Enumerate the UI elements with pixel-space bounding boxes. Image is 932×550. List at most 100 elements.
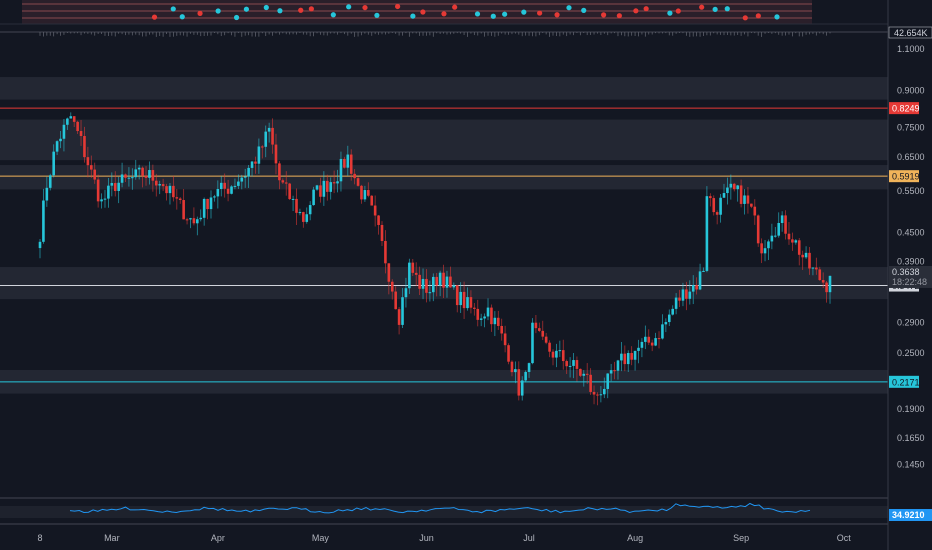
candle-body[interactable] [496, 317, 500, 326]
candle-body[interactable] [315, 185, 319, 190]
candle-body[interactable] [107, 185, 110, 199]
candle-body[interactable] [103, 198, 107, 200]
candle-body[interactable] [582, 373, 586, 376]
candle-body[interactable] [609, 370, 613, 374]
candle-body[interactable] [589, 374, 592, 392]
candle-body[interactable] [261, 146, 264, 148]
candle-body[interactable] [165, 186, 168, 194]
candle-body[interactable] [66, 118, 69, 125]
candle-body[interactable] [616, 360, 620, 371]
candle-body[interactable] [575, 360, 579, 369]
candle-body[interactable] [76, 121, 79, 132]
candle-body[interactable] [633, 350, 637, 360]
candle-body[interactable] [661, 324, 664, 339]
candle-body[interactable] [45, 187, 49, 201]
candle-body[interactable] [486, 307, 490, 317]
candle-body[interactable] [421, 278, 425, 289]
candle-body[interactable] [295, 198, 298, 213]
candle-body[interactable] [770, 235, 774, 242]
candle-body[interactable] [445, 276, 449, 288]
candle-body[interactable] [442, 272, 445, 288]
candle-body[interactable] [332, 182, 336, 184]
candle-body[interactable] [329, 182, 332, 192]
candle-body[interactable] [678, 297, 681, 301]
candle-body[interactable] [774, 235, 777, 237]
candle-body[interactable] [626, 353, 630, 365]
candle-body[interactable] [825, 282, 828, 293]
candle-body[interactable] [449, 276, 452, 288]
candle-body[interactable] [278, 163, 281, 181]
candle-body[interactable] [548, 342, 551, 352]
candle-body[interactable] [127, 177, 131, 179]
candle-body[interactable] [544, 336, 548, 343]
candle-body[interactable] [168, 185, 172, 194]
candle-body[interactable] [240, 177, 244, 182]
candle-body[interactable] [117, 182, 120, 191]
candle-body[interactable] [736, 185, 739, 190]
candle-body[interactable] [804, 252, 808, 258]
candle-body[interactable] [828, 275, 832, 293]
candle-body[interactable] [815, 267, 818, 270]
candle-body[interactable] [312, 189, 315, 206]
candle-body[interactable] [230, 186, 233, 194]
candle-body[interactable] [288, 183, 291, 200]
candle-body[interactable] [732, 183, 736, 190]
candle-body[interactable] [702, 270, 705, 272]
candle-body[interactable] [452, 285, 456, 288]
candle-body[interactable] [319, 185, 322, 197]
candle-body[interactable] [202, 198, 206, 218]
candle-body[interactable] [801, 254, 804, 258]
candle-body[interactable] [531, 322, 534, 364]
candle-body[interactable] [647, 336, 651, 343]
candle-body[interactable] [763, 248, 767, 254]
candle-body[interactable] [483, 316, 486, 319]
candle-body[interactable] [360, 185, 363, 200]
candle-body[interactable] [243, 176, 247, 178]
candle-body[interactable] [151, 170, 155, 181]
candle-body[interactable] [308, 205, 312, 215]
candle-body[interactable] [206, 198, 209, 210]
candle-body[interactable] [568, 365, 572, 367]
candle-body[interactable] [52, 151, 55, 176]
candle-body[interactable] [411, 262, 415, 273]
candle-body[interactable] [623, 353, 627, 365]
candle-body[interactable] [644, 336, 647, 342]
candle-body[interactable] [603, 388, 606, 395]
candle-body[interactable] [729, 183, 733, 188]
candle-body[interactable] [189, 218, 192, 220]
candle-body[interactable] [490, 307, 493, 325]
candle-body[interactable] [384, 240, 387, 264]
candle-body[interactable] [59, 138, 62, 142]
candle-body[interactable] [172, 185, 175, 198]
candle-body[interactable] [161, 184, 165, 187]
candle-body[interactable] [72, 116, 76, 122]
candle-body[interactable] [585, 373, 589, 375]
candle-body[interactable] [264, 131, 268, 147]
candle-body[interactable] [110, 183, 114, 186]
candle-body[interactable] [237, 181, 240, 186]
candle-body[interactable] [141, 167, 144, 176]
candle-body[interactable] [346, 154, 350, 168]
candle-body[interactable] [630, 353, 633, 360]
candle-body[interactable] [791, 239, 794, 243]
candle-body[interactable] [373, 205, 377, 216]
candlestick-series[interactable] [38, 112, 832, 406]
candle-body[interactable] [79, 131, 83, 137]
candle-body[interactable] [349, 154, 353, 174]
candle-body[interactable] [48, 175, 52, 188]
candle-body[interactable] [726, 187, 729, 194]
candle-body[interactable] [599, 394, 603, 396]
candle-body[interactable] [216, 188, 220, 197]
candle-body[interactable] [671, 308, 674, 315]
candle-body[interactable] [808, 252, 811, 269]
candle-body[interactable] [637, 347, 640, 351]
candle-body[interactable] [743, 195, 746, 204]
candle-body[interactable] [148, 170, 151, 178]
candle-body[interactable] [356, 178, 360, 186]
candle-body[interactable] [818, 269, 822, 281]
candle-body[interactable] [154, 180, 158, 186]
candle-body[interactable] [500, 325, 503, 334]
candle-body[interactable] [370, 195, 374, 206]
candle-body[interactable] [408, 262, 411, 289]
